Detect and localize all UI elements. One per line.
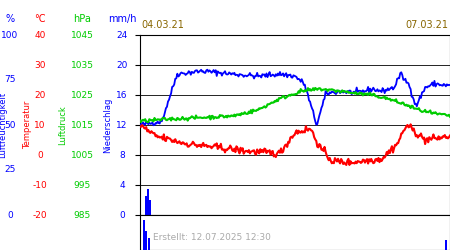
Text: Niederschlag: Niederschlag [104,97,112,153]
Text: -20: -20 [33,210,47,220]
Text: 40: 40 [34,30,46,40]
Text: 985: 985 [73,210,90,220]
Text: 04.03.21: 04.03.21 [142,20,184,30]
Text: 24: 24 [117,30,128,40]
Text: 20: 20 [34,90,46,100]
Text: Erstellt: 12.07.2025 12:30: Erstellt: 12.07.2025 12:30 [153,233,271,242]
Text: Luftdruck: Luftdruck [58,105,68,145]
Text: hPa: hPa [73,14,91,24]
Text: 25: 25 [4,166,16,174]
Bar [446,240,447,250]
Text: 0: 0 [119,210,125,220]
Bar [143,220,144,250]
Text: 0: 0 [7,210,13,220]
Text: 100: 100 [1,30,18,40]
Bar [145,231,147,250]
Text: 4: 4 [119,180,125,190]
Text: 75: 75 [4,76,16,84]
Text: 50: 50 [4,120,16,130]
Text: Temperatur: Temperatur [23,101,32,149]
Bar [148,238,149,250]
Text: 0: 0 [37,150,43,160]
Text: 30: 30 [34,60,46,70]
Text: mm/h: mm/h [108,14,136,24]
Text: 995: 995 [73,180,90,190]
Text: -10: -10 [32,180,47,190]
Text: 1025: 1025 [71,90,94,100]
Text: 1005: 1005 [71,150,94,160]
Text: °C: °C [34,14,46,24]
Text: 10: 10 [34,120,46,130]
Text: 07.03.21: 07.03.21 [405,20,449,30]
Text: 1035: 1035 [71,60,94,70]
Text: Luftfeuchtigkeit: Luftfeuchtigkeit [0,92,8,158]
Text: 16: 16 [116,90,128,100]
Text: 1015: 1015 [71,120,94,130]
Text: 8: 8 [119,150,125,160]
Bar [144,196,147,215]
Text: 20: 20 [116,60,128,70]
Bar [149,200,151,215]
Text: 12: 12 [116,120,128,130]
Bar [147,189,149,215]
Text: 1045: 1045 [71,30,94,40]
Text: %: % [5,14,14,24]
